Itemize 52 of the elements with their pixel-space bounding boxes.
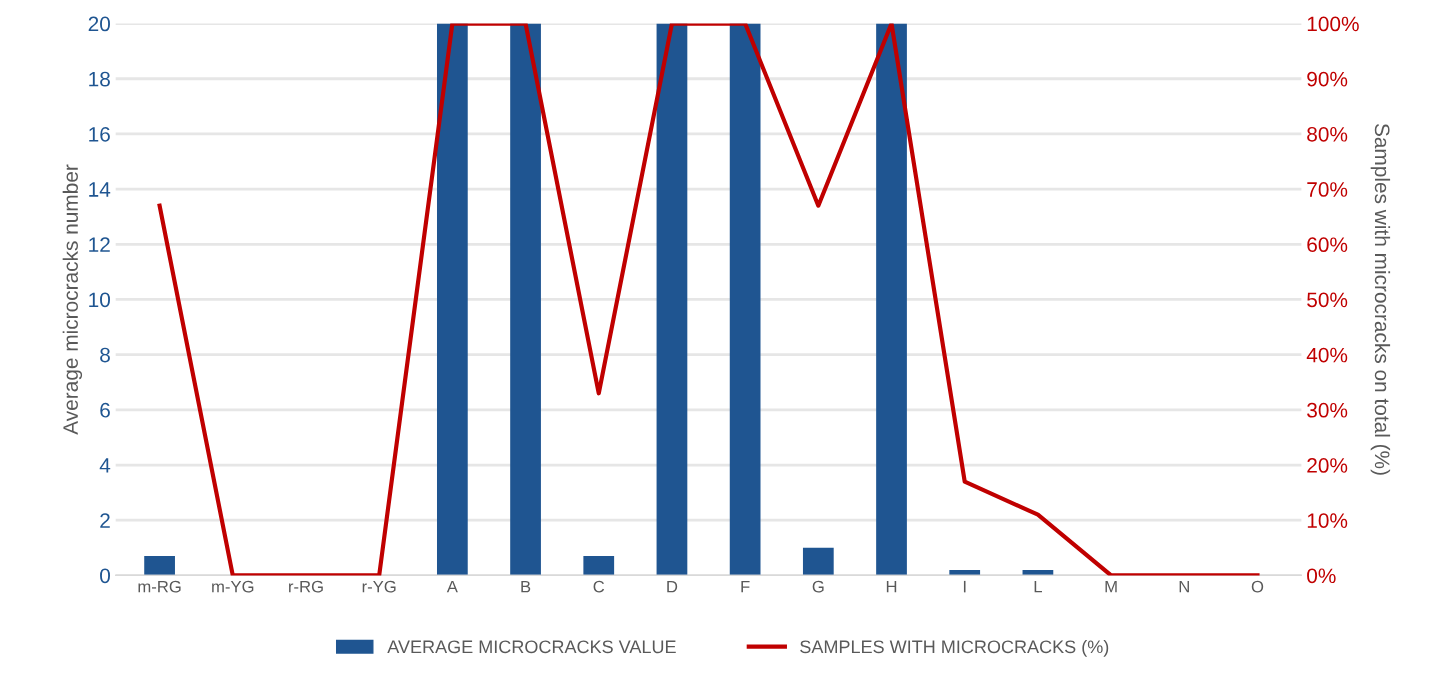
y-tick-label: 4	[99, 458, 111, 473]
bar	[144, 556, 175, 576]
y2-tick-label: 10%	[1307, 513, 1348, 528]
x-tick-label: B	[521, 580, 531, 593]
legend-label: AVERAGE MICROCRACKS VALUE	[387, 640, 676, 654]
y2-tick-label: 30%	[1307, 402, 1348, 418]
x-tick-label: r-RG	[289, 580, 323, 593]
x-tick-label: D	[667, 580, 678, 593]
x-tick-label: C	[593, 580, 605, 593]
bar	[949, 569, 981, 576]
bar	[802, 547, 834, 576]
y-tick-label: 18	[89, 71, 110, 87]
y2-tick-label: 20%	[1307, 458, 1348, 473]
y2-tick-label: 50%	[1307, 292, 1348, 308]
x-tick-label: r-YG	[362, 580, 396, 593]
y-tick-label: 6	[100, 402, 110, 418]
y-tick-label: 0	[100, 568, 111, 584]
bar	[656, 23, 688, 576]
y-tick-label: 8	[100, 347, 110, 363]
x-tick-label: A	[446, 580, 458, 593]
bar	[437, 23, 468, 576]
legend-label: SAMPLES WITH MICROCRACKS (%)	[800, 639, 1109, 657]
y-tick-label: 10	[89, 292, 111, 308]
y2-axis-title: Samples with microcracks on total (%)	[1370, 123, 1391, 475]
y-axis-title: Average microcracks number	[62, 164, 83, 435]
y2-tick-label: 90%	[1307, 71, 1348, 87]
bar	[583, 556, 615, 576]
y-tick-label: 16	[89, 126, 110, 142]
x-tick-label: m-RG	[138, 580, 181, 593]
y2-tick-label: 40%	[1306, 347, 1348, 363]
y2-tick-label: 100%	[1307, 16, 1359, 32]
y-tick-label: 20	[88, 16, 111, 32]
y2-tick-label: 60%	[1307, 237, 1348, 253]
x-tick-label: F	[741, 580, 750, 593]
bar	[729, 23, 761, 576]
y-tick-label: 12	[89, 237, 110, 252]
x-tick-label: N	[1179, 580, 1189, 593]
y-tick-label: 14	[89, 182, 111, 197]
x-tick-label: L	[1034, 580, 1042, 593]
x-tick-label: O	[1251, 580, 1264, 593]
x-tick-label: H	[886, 580, 897, 593]
x-tick-label: m-YG	[212, 580, 254, 593]
y2-tick-label: 80%	[1307, 126, 1348, 142]
bar	[510, 23, 541, 576]
y2-tick-label: 70%	[1307, 182, 1348, 197]
bar	[876, 23, 907, 576]
x-tick-label: M	[1105, 580, 1117, 593]
y2-tick-label: 0%	[1307, 568, 1336, 584]
x-tick-label: I	[963, 580, 966, 593]
x-tick-label: G	[812, 580, 824, 593]
y-tick-label: 2	[100, 513, 110, 528]
line-series	[157, 23, 1260, 576]
